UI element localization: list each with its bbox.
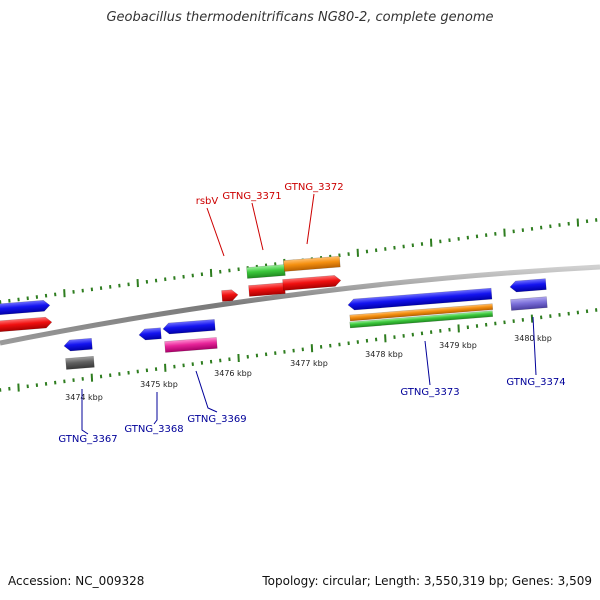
gene-red-3372 xyxy=(282,275,342,291)
leader-line xyxy=(306,193,315,245)
gene-purple-3374 xyxy=(510,296,548,311)
gene-blue-3368 xyxy=(138,327,162,341)
accession-text: Accession: NC_009328 xyxy=(8,574,145,588)
leader-line xyxy=(251,202,264,251)
gene-label: GTNG_3372 xyxy=(284,182,343,193)
leader-line xyxy=(424,340,431,386)
gene-label: GTNG_3371 xyxy=(222,191,281,202)
gene-green-3371 xyxy=(246,264,286,279)
scale-label: 3477 kbp xyxy=(290,359,328,368)
gene-label: GTNG_3367 xyxy=(58,434,117,445)
leader-line xyxy=(532,316,537,376)
leader-line xyxy=(153,392,158,425)
outer-tick-track xyxy=(0,218,598,304)
gene-blue-3374 xyxy=(509,278,547,293)
gene-blue-3369 xyxy=(162,319,216,335)
scale-label: 3478 kbp xyxy=(365,350,403,359)
gene-pink-3369 xyxy=(164,337,218,353)
gene-features xyxy=(0,255,548,370)
scale-labels: 3474 kbp 3475 kbp 3476 kbp 3477 kbp 3478 kbp… xyxy=(65,334,552,402)
gene-green-3373 xyxy=(349,310,494,329)
leader-line xyxy=(81,389,89,435)
gene-blue-3373 xyxy=(347,287,493,311)
scale-label: 3475 kbp xyxy=(140,380,178,389)
gene-label: rsbV xyxy=(196,196,219,207)
leader-line xyxy=(206,207,225,257)
gene-orange-3372 xyxy=(283,255,341,272)
gene-orange-3373 xyxy=(349,303,494,322)
gene-blue-left-top xyxy=(0,299,51,316)
gene-red-left xyxy=(0,316,53,333)
inner-tick-track xyxy=(0,308,598,392)
label-leaders xyxy=(81,193,537,435)
gene-blue-3367 xyxy=(63,338,93,352)
gene-label: GTNG_3374 xyxy=(506,377,565,388)
map-title: Geobacillus thermodenitrificans NG80-2, … xyxy=(106,10,494,25)
gene-label: GTNG_3368 xyxy=(124,424,183,435)
gene-gray-3367 xyxy=(65,356,95,370)
genome-backbone xyxy=(0,264,600,346)
scale-label: 3476 kbp xyxy=(214,369,252,378)
scale-label: 3479 kbp xyxy=(439,341,477,350)
gene-label: GTNG_3373 xyxy=(400,387,459,398)
gene-red-rsbV xyxy=(221,289,239,302)
gene-label: GTNG_3369 xyxy=(187,414,246,425)
genome-summary-text: Topology: circular; Length: 3,550,319 bp… xyxy=(262,574,592,588)
scale-label: 3480 kbp xyxy=(514,334,552,343)
leader-line xyxy=(195,370,218,413)
scale-label: 3474 kbp xyxy=(65,393,103,402)
gene-red-3371 xyxy=(248,282,286,297)
